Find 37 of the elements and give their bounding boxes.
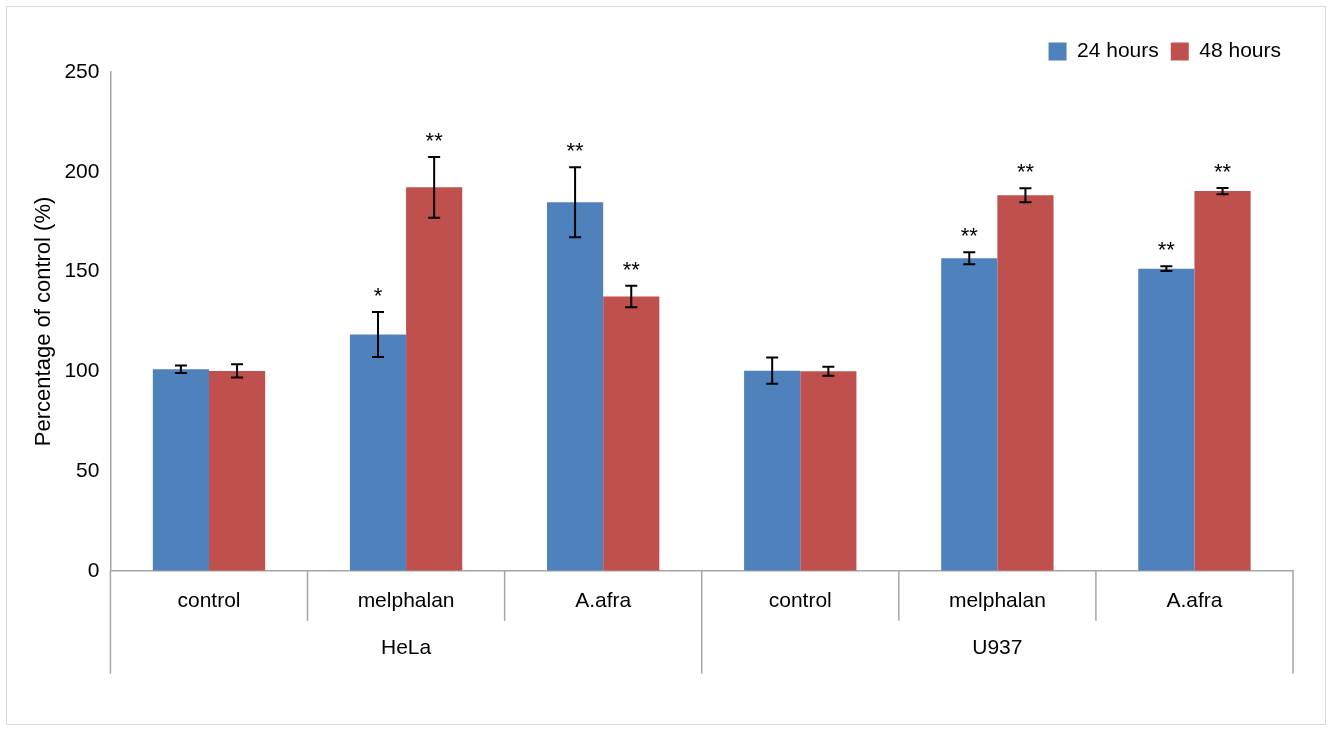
x-tick-label: control (177, 588, 241, 612)
data-label: ** (1016, 159, 1035, 185)
bar (744, 370, 801, 571)
data-label: ** (1213, 158, 1232, 184)
y-tick-label: 100 (64, 358, 100, 382)
bar (997, 195, 1054, 571)
data-label: ** (425, 128, 444, 154)
data-label: ** (960, 223, 979, 249)
y-tick-label: 0 (87, 557, 100, 581)
y-axis-title: Percentage of control (%) (30, 196, 56, 447)
data-label: ** (622, 256, 641, 282)
data-label: ** (566, 138, 585, 164)
y-tick-label: 250 (64, 58, 100, 82)
y-tick-label: 150 (64, 258, 100, 282)
data-label: * (373, 283, 383, 309)
bar (1138, 268, 1195, 571)
bar (603, 296, 660, 571)
bar (547, 202, 604, 571)
bar (406, 187, 463, 571)
x-tick-label: melphalan (357, 588, 455, 612)
x-tick-label: control (768, 588, 832, 612)
bar (152, 369, 209, 571)
x-tick-label: melphalan (948, 588, 1046, 612)
data-label: ** (1157, 237, 1176, 263)
x-tick-label: A.afra (575, 588, 632, 612)
x-tick-label: A.afra (1166, 588, 1223, 612)
bar (800, 371, 857, 571)
text: HeLa (380, 634, 432, 658)
legend-label: 24 hours (1077, 38, 1159, 62)
legend-label: 48 hours (1199, 38, 1282, 62)
bar (349, 334, 407, 571)
bar (208, 370, 266, 571)
bar (1194, 191, 1251, 571)
y-tick-label: 50 (76, 457, 100, 481)
text: U937 (972, 634, 1023, 658)
y-tick-label: 200 (64, 158, 100, 182)
bar (941, 258, 998, 571)
